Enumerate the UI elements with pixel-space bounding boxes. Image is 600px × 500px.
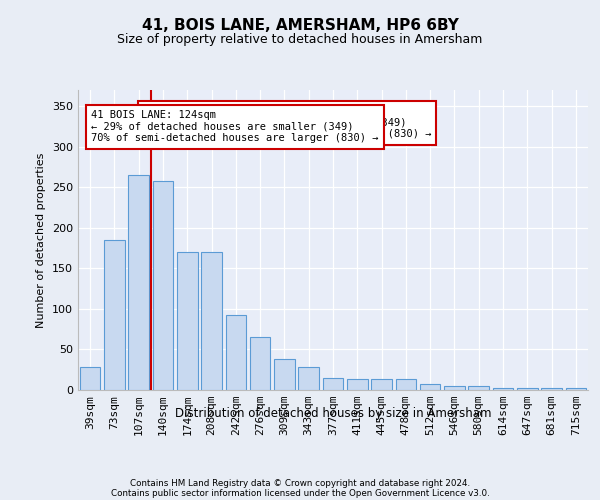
Bar: [80, 368, 100, 390]
Text: Size of property relative to detached houses in Amersham: Size of property relative to detached ho…: [118, 32, 482, 46]
Bar: [517, 388, 538, 390]
Text: Contains HM Land Registry data © Crown copyright and database right 2024.: Contains HM Land Registry data © Crown c…: [130, 478, 470, 488]
Bar: [226, 314, 246, 390]
Bar: [469, 386, 489, 390]
Bar: [371, 380, 392, 390]
Bar: [541, 388, 562, 390]
Bar: [152, 181, 173, 390]
Bar: [323, 378, 343, 390]
Bar: [444, 386, 465, 390]
Bar: [250, 338, 271, 390]
Bar: [274, 359, 295, 390]
Text: 41 BOIS LANE: 124sqm
← 29% of detached houses are smaller (349)
70% of semi-deta: 41 BOIS LANE: 124sqm ← 29% of detached h…: [143, 106, 431, 140]
Text: Contains public sector information licensed under the Open Government Licence v3: Contains public sector information licen…: [110, 488, 490, 498]
Text: 41, BOIS LANE, AMERSHAM, HP6 6BY: 41, BOIS LANE, AMERSHAM, HP6 6BY: [142, 18, 458, 32]
Bar: [177, 252, 197, 390]
Bar: [201, 252, 222, 390]
Text: 41 BOIS LANE: 124sqm
← 29% of detached houses are smaller (349)
70% of semi-deta: 41 BOIS LANE: 124sqm ← 29% of detached h…: [91, 110, 379, 144]
Bar: [493, 388, 514, 390]
Bar: [395, 380, 416, 390]
Bar: [298, 368, 319, 390]
Bar: [420, 384, 440, 390]
Text: Distribution of detached houses by size in Amersham: Distribution of detached houses by size …: [175, 408, 491, 420]
Bar: [566, 388, 586, 390]
Bar: [128, 175, 149, 390]
Bar: [104, 240, 125, 390]
Bar: [347, 378, 368, 390]
Y-axis label: Number of detached properties: Number of detached properties: [37, 152, 46, 328]
